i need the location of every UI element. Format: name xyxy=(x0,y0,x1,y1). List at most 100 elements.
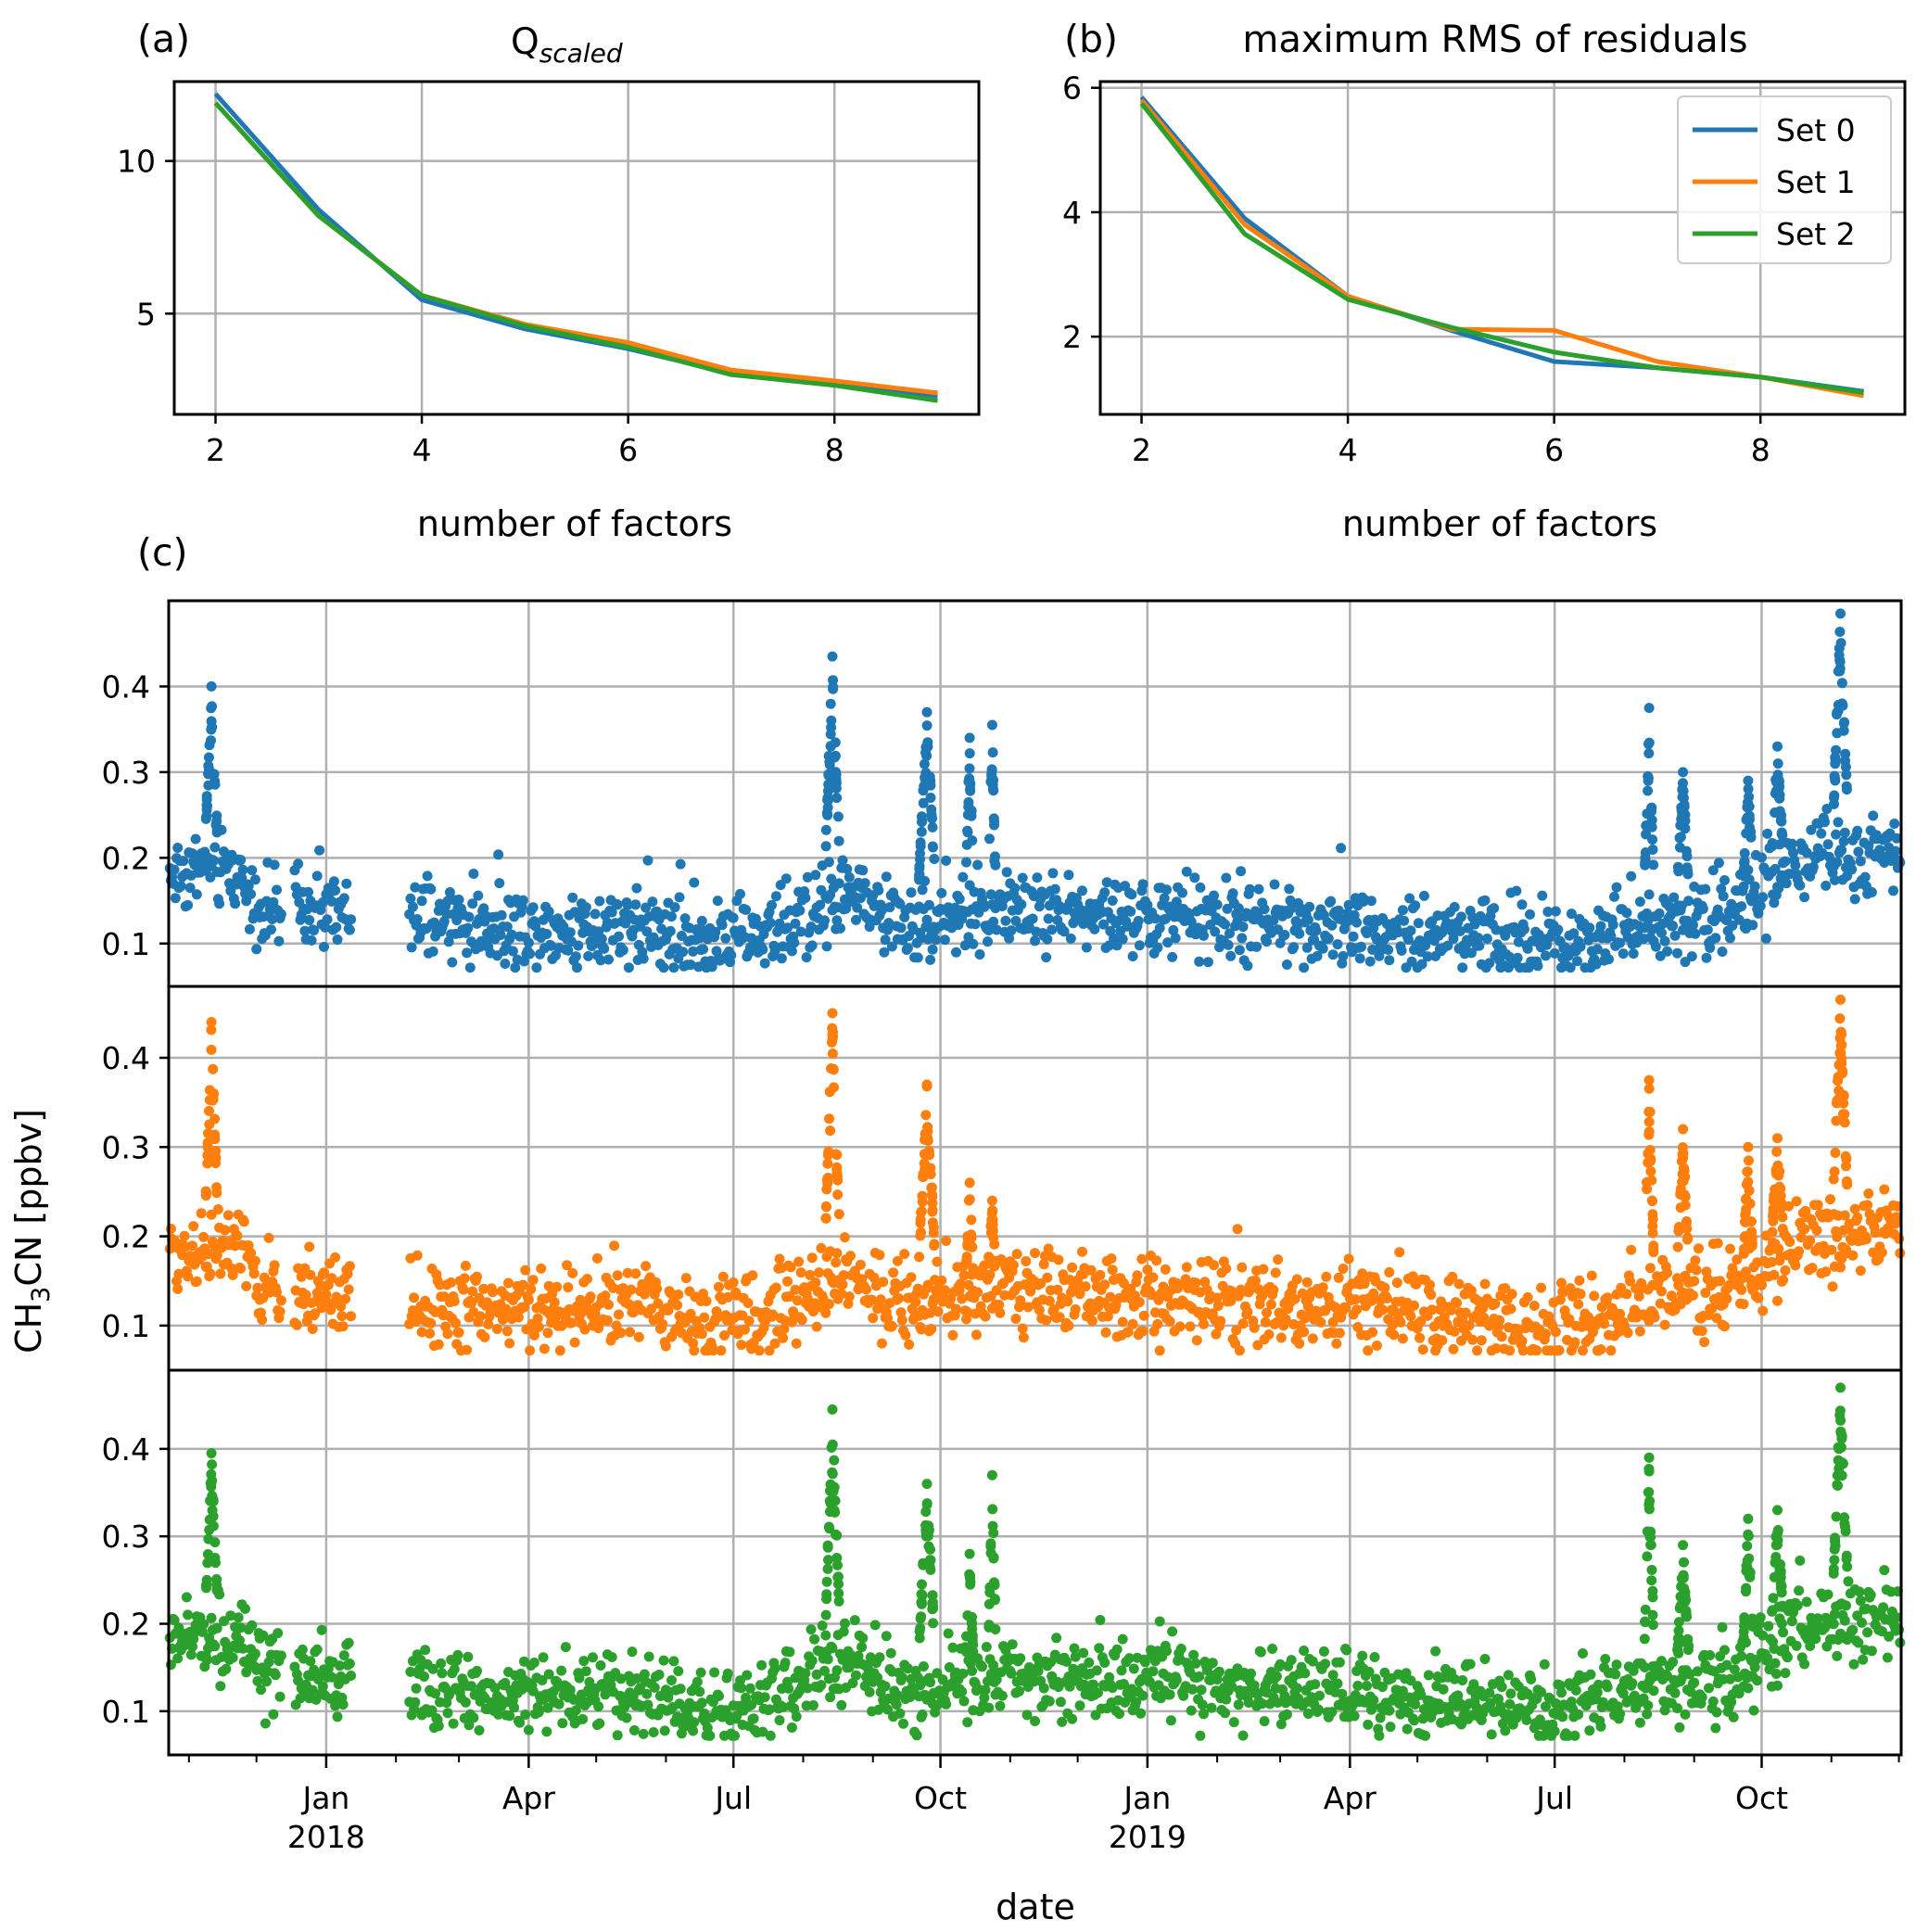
scatter-point xyxy=(1718,891,1729,902)
scatter-point xyxy=(1088,1679,1099,1690)
scatter-point xyxy=(835,922,845,934)
scatter-point xyxy=(1628,948,1639,960)
scatter-point xyxy=(1769,1269,1780,1280)
scatter-point xyxy=(309,925,320,935)
scatter-point xyxy=(275,909,286,920)
scatter-point xyxy=(1000,915,1011,926)
scatter-point xyxy=(1836,678,1847,689)
scatter-point xyxy=(259,1272,270,1283)
scatter-point xyxy=(1107,1683,1118,1694)
scatter-point xyxy=(925,954,936,965)
scatter-point xyxy=(885,1647,896,1659)
scatter-point xyxy=(678,947,689,958)
scatter-point xyxy=(206,716,217,727)
scatter-point xyxy=(1151,1255,1162,1266)
scatter-point xyxy=(626,1284,637,1295)
scatter-point xyxy=(1586,1270,1597,1281)
scatter-point xyxy=(1191,1335,1202,1346)
scatter-point xyxy=(904,1339,915,1350)
scatter-point xyxy=(1837,1066,1848,1076)
scatter-point xyxy=(1766,1256,1777,1267)
scatter-point xyxy=(330,1700,341,1711)
scatter-point xyxy=(298,1299,310,1310)
scatter-point xyxy=(1234,945,1245,956)
scatter-point xyxy=(1008,1260,1019,1271)
scatter-point xyxy=(1449,1673,1460,1684)
scatter-point xyxy=(1727,920,1738,931)
scatter-point xyxy=(1840,761,1851,772)
scatter-point xyxy=(828,675,839,686)
scatter-point xyxy=(641,902,652,913)
scatter-point xyxy=(1799,892,1810,903)
scatter-point xyxy=(1725,1243,1735,1254)
scatter-point xyxy=(463,1651,474,1662)
scatter-point xyxy=(1599,1318,1610,1329)
scatter-point xyxy=(1334,1657,1345,1668)
scatter-point xyxy=(1605,1345,1617,1356)
scatter-point xyxy=(427,1663,438,1674)
scatter-point xyxy=(565,927,576,938)
scatter-point xyxy=(1755,900,1766,911)
scatter-point xyxy=(1818,1240,1829,1252)
scatter-point xyxy=(1081,942,1092,953)
scatter-point xyxy=(560,1642,571,1653)
scatter-point xyxy=(1196,1684,1207,1696)
scatter-point xyxy=(747,1270,758,1281)
scatter-point xyxy=(633,1331,644,1342)
scatter-point xyxy=(206,703,217,714)
scatter-point xyxy=(892,1255,903,1266)
scatter-point xyxy=(594,1718,605,1729)
scatter-point xyxy=(1476,1335,1487,1346)
scatter-point xyxy=(1374,1730,1385,1741)
scatter-point xyxy=(1368,1288,1379,1299)
scatter-point xyxy=(918,1661,929,1671)
scatter-point xyxy=(1302,1709,1313,1719)
tick-label-y: 0.3 xyxy=(102,1519,150,1555)
scatter-point xyxy=(696,1328,707,1340)
scatter-point xyxy=(582,1274,592,1284)
scatter-point xyxy=(1095,1269,1106,1280)
scatter-point xyxy=(1701,952,1712,963)
scatter-point xyxy=(462,1344,473,1355)
scatter-point xyxy=(1409,1715,1419,1726)
scatter-point xyxy=(895,922,907,934)
scatter-point xyxy=(307,1684,318,1696)
scatter-point xyxy=(1711,1707,1722,1718)
scatter-point xyxy=(580,1666,591,1677)
scatter-point xyxy=(206,724,217,735)
scatter-point xyxy=(689,877,700,888)
scatter-point xyxy=(1699,1337,1710,1348)
scatter-point xyxy=(467,898,478,909)
scatter-point xyxy=(1827,1281,1838,1292)
scatter-point xyxy=(941,855,952,866)
scatter-point xyxy=(319,941,329,952)
scatter-point xyxy=(600,1689,611,1700)
scatter-point xyxy=(917,1710,928,1720)
scatter-point xyxy=(468,869,479,879)
scatter-point xyxy=(1668,1657,1679,1668)
scatter-point xyxy=(917,1190,928,1201)
scatter-point xyxy=(291,1319,302,1330)
scatter-point xyxy=(183,899,194,910)
scatter-point xyxy=(428,917,439,928)
scatter-point xyxy=(1051,1633,1062,1644)
scatter-point xyxy=(875,1294,886,1305)
scatter-point xyxy=(912,952,923,963)
scatter-point xyxy=(1757,852,1767,863)
scatter-point xyxy=(1556,1687,1567,1698)
legend-label: Set 1 xyxy=(1776,164,1856,200)
scatter-point xyxy=(673,1666,684,1677)
scatter-point xyxy=(698,944,708,955)
scatter-point xyxy=(507,946,518,957)
scatter-point xyxy=(1518,923,1529,934)
scatter-point xyxy=(543,1669,554,1680)
scatter-point xyxy=(1299,1646,1310,1656)
scatter-point xyxy=(252,1675,263,1686)
scatter-point xyxy=(1243,1697,1254,1708)
scatter-point xyxy=(1491,1343,1502,1354)
scatter-point xyxy=(652,906,663,917)
scatter-point xyxy=(311,1644,323,1655)
scatter-point xyxy=(1833,817,1844,828)
scatter-point xyxy=(831,793,843,804)
